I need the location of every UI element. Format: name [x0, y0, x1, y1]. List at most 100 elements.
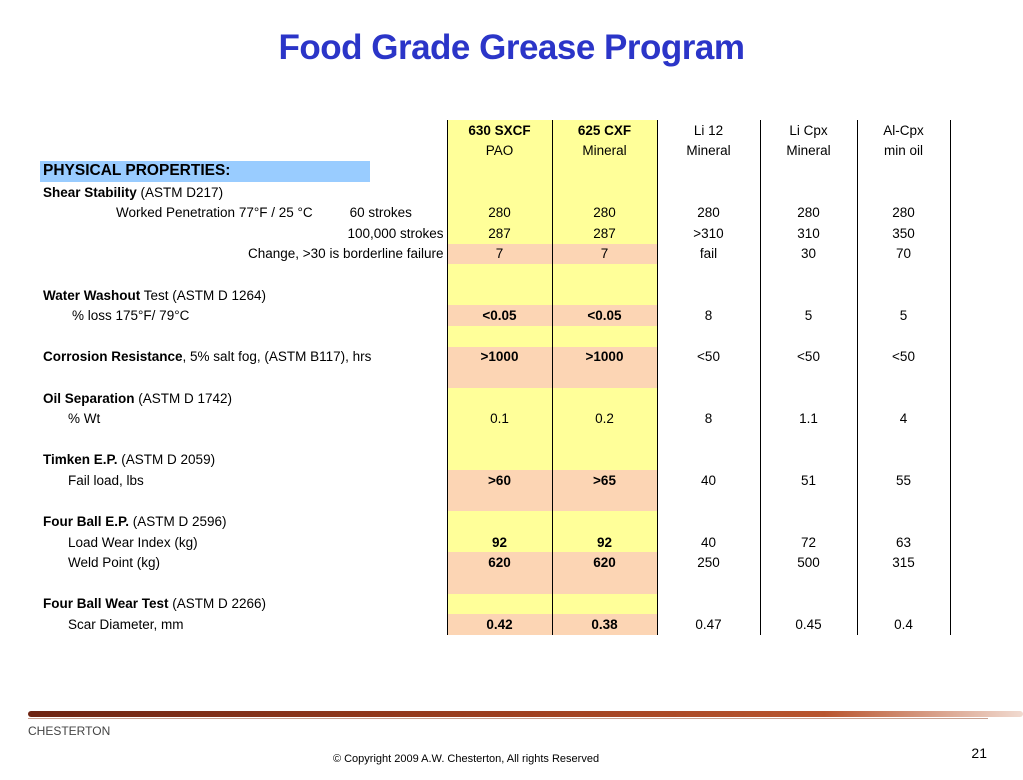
property-heading: Timken E.P. (ASTM D 2059): [43, 452, 216, 468]
cell: 0.38: [551, 614, 657, 635]
col-base: Mineral: [759, 140, 857, 162]
spacer-row: [40, 325, 951, 347]
property-heading: Four Ball E.P. (ASTM D 2596): [43, 514, 227, 530]
cell: 620: [446, 552, 552, 574]
table-row: Timken E.P. (ASTM D 2059): [40, 449, 951, 471]
row-label: Change, >30 is borderline failure: [248, 246, 444, 262]
row-label: 100,000 strokes: [347, 225, 444, 241]
footer-divider-thin: [28, 718, 988, 719]
table-row: Fail load, lbs >60 >65 40 51 55: [40, 470, 951, 491]
cell: <0.05: [446, 305, 552, 326]
table-row: Scar Diameter, mm 0.42 0.38 0.47 0.45 0.…: [40, 614, 951, 635]
table-row: Four Ball Wear Test (ASTM D 2266): [40, 593, 951, 615]
spacer-row: [40, 573, 951, 594]
col-header: Li 12: [656, 120, 760, 141]
cell: 40: [656, 470, 760, 491]
cell: 8: [656, 305, 760, 326]
table-row: Load Wear Index (kg) 92 92 40 72 63: [40, 531, 951, 553]
cell: 280: [759, 202, 857, 223]
col-header: 630 SXCF: [446, 120, 552, 141]
col-base: min oil: [856, 140, 951, 162]
footer-brand: CHESTERTON: [28, 724, 111, 738]
col-base: PAO: [446, 140, 552, 162]
table-row: % loss 175°F/ 79°C <0.05 <0.05 8 5 5: [40, 305, 951, 326]
property-heading: Water Washout Test (ASTM D 1264): [43, 287, 267, 303]
properties-table: 630 SXCF 625 CXF Li 12 Li Cpx Al-Cpx PAO…: [40, 120, 951, 635]
col-base: Mineral: [551, 140, 657, 162]
cell: 287: [446, 222, 552, 244]
col-base: Mineral: [656, 140, 760, 162]
col-header: 625 CXF: [551, 120, 657, 141]
table-row: Water Washout Test (ASTM D 1264): [40, 284, 951, 306]
col-header: Al-Cpx: [856, 120, 951, 141]
table-row: % Wt 0.1 0.2 8 1.1 4: [40, 408, 951, 429]
cell: <0.05: [551, 305, 657, 326]
cell: 0.45: [759, 614, 857, 635]
cell: 0.4: [856, 614, 951, 635]
property-heading: Shear Stability (ASTM D217): [43, 184, 224, 200]
cell: 92: [551, 531, 657, 553]
row-label: Scar Diameter, mm: [68, 617, 184, 633]
spacer-row: [40, 428, 951, 450]
cell: 63: [856, 531, 951, 553]
cell: 310: [759, 222, 857, 244]
spacer-row: [40, 367, 951, 388]
cell: 0.2: [551, 408, 657, 429]
table-row: Weld Point (kg) 620 620 250 500 315: [40, 552, 951, 574]
cell: 92: [446, 531, 552, 553]
cell: >1000: [551, 346, 657, 368]
table-row: Shear Stability (ASTM D217): [40, 181, 951, 203]
cell: 4: [856, 408, 951, 429]
property-heading: Four Ball Wear Test (ASTM D 2266): [43, 596, 267, 612]
cell: 0.42: [446, 614, 552, 635]
cell: >65: [551, 470, 657, 491]
cell: 55: [856, 470, 951, 491]
table-row: Corrosion Resistance, 5% salt fog, (ASTM…: [40, 346, 951, 368]
spacer-row: [40, 490, 951, 512]
copyright-notice: © Copyright 2009 A.W. Chesterton, All ri…: [332, 753, 600, 765]
cell: 0.47: [656, 614, 760, 635]
cell: 280: [551, 202, 657, 223]
cell: 1.1: [759, 408, 857, 429]
cell: <50: [759, 346, 857, 368]
row-label: Fail load, lbs: [68, 472, 144, 488]
cell: 40: [656, 531, 760, 553]
cell: 620: [551, 552, 657, 574]
cell: 72: [759, 531, 857, 553]
cell: 250: [656, 552, 760, 574]
page-number: 21: [971, 745, 987, 761]
header-row-base: PAO Mineral Mineral Mineral min oil: [40, 140, 951, 162]
table-row: Change, >30 is borderline failure 7 7 fa…: [40, 243, 951, 265]
slide-title: Food Grade Grease Program: [278, 28, 745, 67]
table-row: Four Ball E.P. (ASTM D 2596): [40, 511, 951, 532]
cell: <50: [656, 346, 760, 368]
property-heading: Corrosion Resistance, 5% salt fog, (ASTM…: [43, 349, 372, 365]
cell: 5: [856, 305, 951, 326]
cell: 287: [551, 222, 657, 244]
cell: 70: [856, 243, 951, 265]
cell: 500: [759, 552, 857, 574]
col-header: Li Cpx: [759, 120, 857, 141]
cell: 280: [446, 202, 552, 223]
cell: 280: [856, 202, 951, 223]
cell: 30: [759, 243, 857, 265]
cell: >60: [446, 470, 552, 491]
section-header-row: PHYSICAL PROPERTIES:: [40, 161, 951, 182]
cell: 350: [856, 222, 951, 244]
cell: 7: [551, 243, 657, 265]
cell: 51: [759, 470, 857, 491]
cell: 0.1: [446, 408, 552, 429]
header-row-names: 630 SXCF 625 CXF Li 12 Li Cpx Al-Cpx: [40, 120, 951, 141]
row-label: Worked Penetration 77°F / 25 °C 60 stroke…: [116, 205, 412, 221]
cell: >1000: [446, 346, 552, 368]
row-label: Load Wear Index (kg): [68, 534, 198, 550]
cell: <50: [856, 346, 951, 368]
cell: 8: [656, 408, 760, 429]
cell: 7: [446, 243, 552, 265]
cell: fail: [656, 243, 760, 265]
table-row: Oil Separation (ASTM D 1742): [40, 387, 951, 409]
row-label: % Wt: [68, 411, 101, 427]
property-heading: Oil Separation (ASTM D 1742): [43, 390, 233, 406]
footer-divider: [28, 711, 1023, 717]
row-label: Weld Point (kg): [68, 555, 161, 571]
